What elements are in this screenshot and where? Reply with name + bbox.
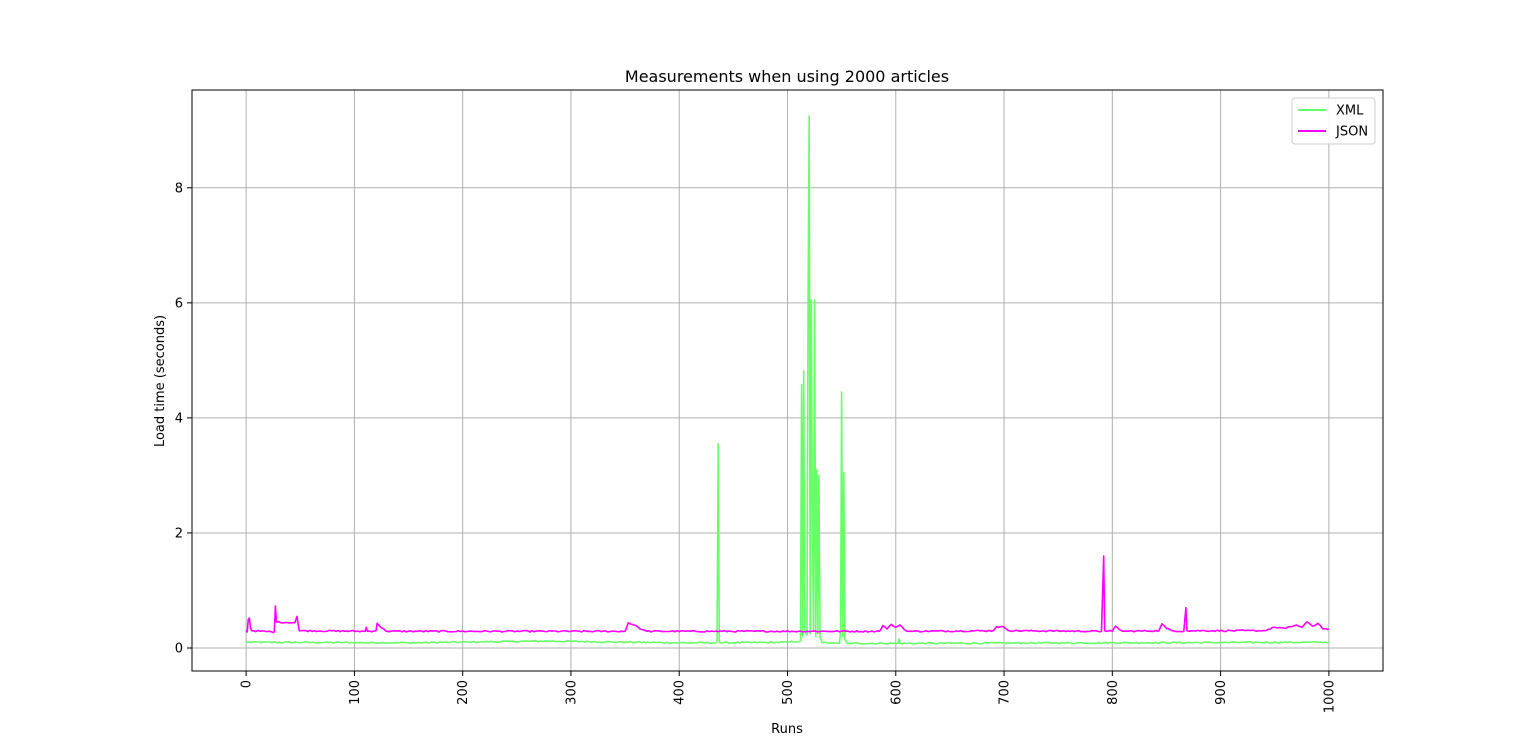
x-tick-label: 500	[781, 680, 796, 705]
series-line-xml	[246, 115, 1330, 645]
y-axis: 0 2 4 6 8	[175, 181, 192, 656]
y-tick-label: 2	[175, 526, 183, 541]
x-tick-label: 800	[1106, 680, 1121, 705]
x-tick-label: 1000	[1322, 680, 1337, 713]
series-layer	[245, 115, 1330, 645]
series-line-json	[245, 555, 1330, 634]
legend-label-xml: XML	[1336, 104, 1364, 119]
y-tick-label: 6	[175, 296, 183, 311]
y-tick-label: 8	[175, 181, 183, 196]
x-tick-label: 100	[348, 680, 363, 705]
x-tick-label: 300	[564, 680, 579, 705]
x-axis: 0 100 200 300 400 500 600 700 800 900 1000	[240, 671, 1337, 713]
chart-title: Measurements when using 2000 articles	[625, 67, 949, 86]
y-tick-label: 4	[175, 411, 183, 426]
legend: XML JSON	[1291, 97, 1376, 145]
y-axis-title: Load time (seconds)	[153, 315, 168, 447]
x-tick-label: 200	[456, 680, 471, 705]
legend-label-json: JSON	[1335, 125, 1368, 140]
x-tick-label: 900	[1214, 680, 1229, 705]
grid	[192, 90, 1383, 671]
x-tick-label: 700	[998, 680, 1013, 705]
x-axis-title: Runs	[771, 722, 803, 737]
x-tick-label: 400	[673, 680, 688, 705]
x-tick-label: 0	[240, 680, 255, 688]
y-tick-label: 0	[175, 641, 183, 656]
x-tick-label: 600	[889, 680, 904, 705]
